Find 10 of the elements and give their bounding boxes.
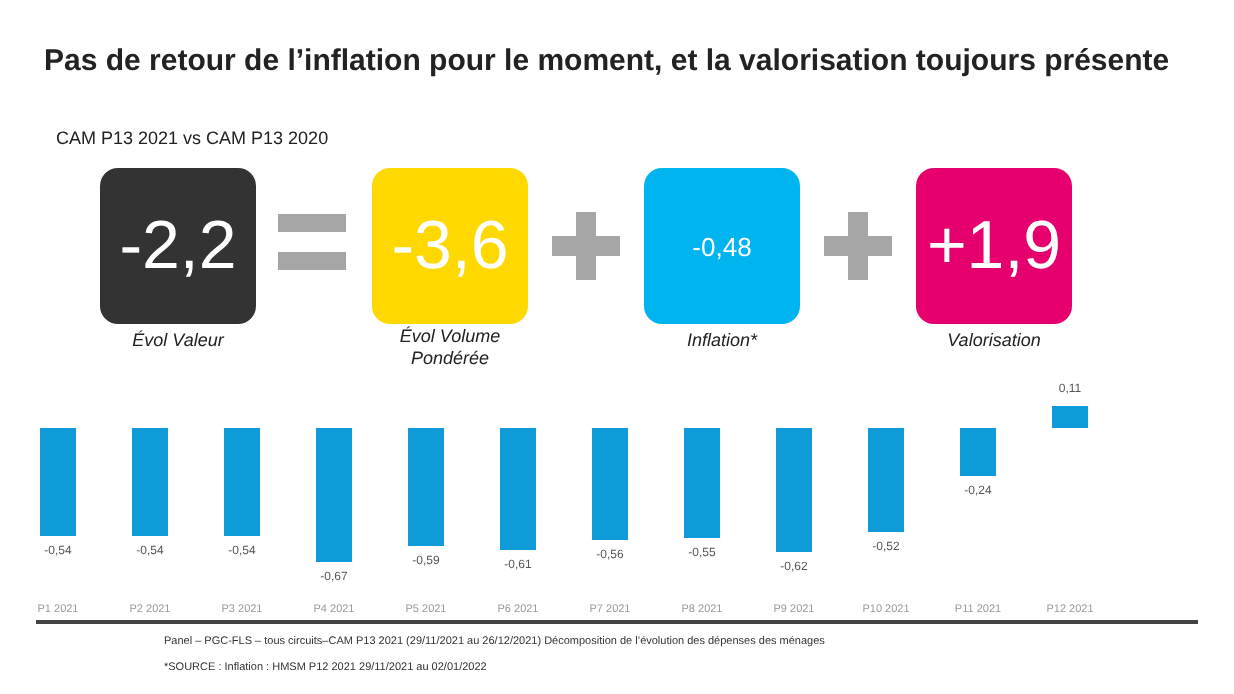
text: Évol Valeur (130, 330, 227, 352)
text: -3,6 (372, 168, 528, 324)
text: Valorisation (945, 330, 1043, 352)
text: Inflation* (684, 330, 760, 352)
text: Pas de retour de l’inflation pour le moment, et la valorisation toujours présente (44, 44, 1170, 78)
text: +1,9 (916, 168, 1072, 324)
text: -0,48 (644, 168, 800, 324)
text: CAM P13 2021 vs CAM P13 2020 (56, 128, 329, 148)
text: Évol Volume Pondérée (397, 326, 503, 370)
text: -2,2 (100, 168, 256, 324)
